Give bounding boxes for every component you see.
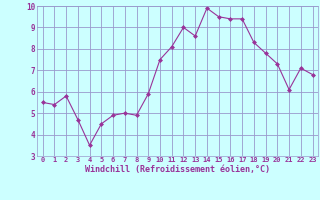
X-axis label: Windchill (Refroidissement éolien,°C): Windchill (Refroidissement éolien,°C) <box>85 165 270 174</box>
